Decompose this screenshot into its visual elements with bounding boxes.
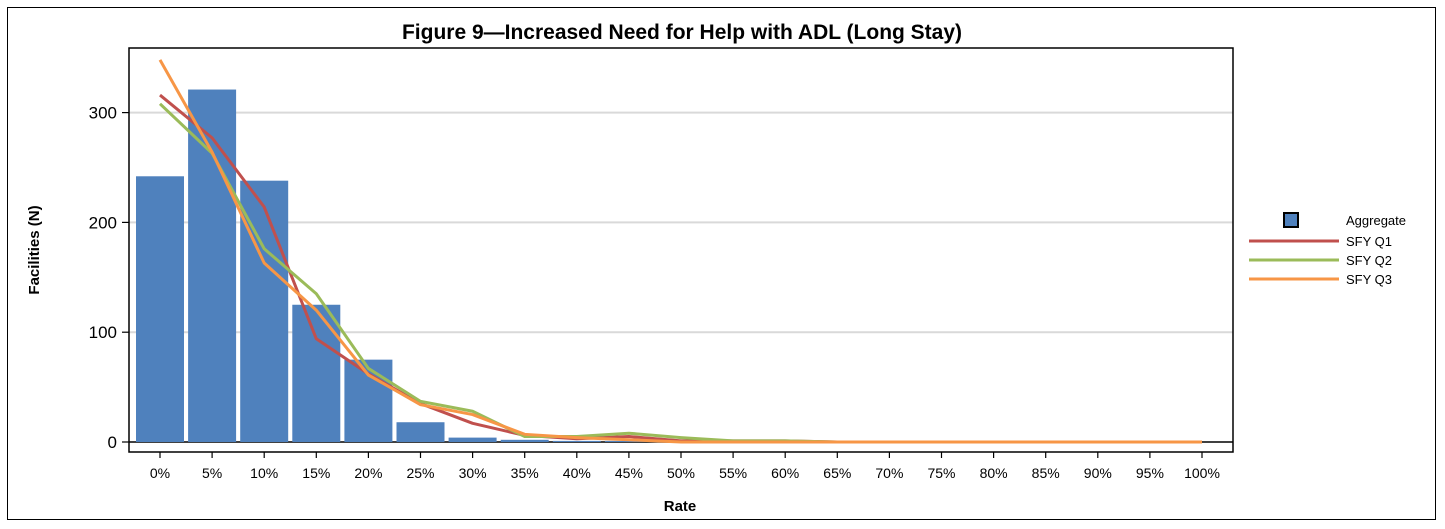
x-tick-label: 20% [354,465,382,481]
series-lines [158,59,1202,444]
legend-label: SFY Q2 [1346,253,1392,268]
legend: Aggregate SFY Q1 SFY Q2 SFY Q3 [1249,212,1406,287]
x-tick-label: 100% [1184,465,1220,481]
x-tick-label: 5% [202,465,222,481]
x-axis-label: Rate [664,498,697,515]
x-tick-label: 80% [980,465,1008,481]
x-tick-label: 65% [823,465,851,481]
y-axis: 0 100 200 300 [89,104,129,452]
x-tick-label: 85% [1032,465,1060,481]
bar [448,437,497,442]
y-tick-label: 300 [89,104,117,123]
bar [604,440,653,442]
chart-title: Figure 9—Increased Need for Help with AD… [402,21,962,44]
x-tick-label: 55% [719,465,747,481]
x-tick-label: 10% [250,465,278,481]
bar [188,89,237,443]
x-tick-label: 75% [927,465,955,481]
x-tick-label: 15% [302,465,330,481]
legend-label: SFY Q1 [1346,234,1392,249]
legend-label: Aggregate [1346,213,1406,228]
bar [240,180,289,442]
x-tick-label: 60% [771,465,799,481]
x-tick-label: 70% [875,465,903,481]
y-tick-label: 200 [89,213,117,232]
y-tick-label: 0 [108,433,117,452]
x-tick-label: 50% [667,465,695,481]
x-tick-label: 90% [1084,465,1112,481]
x-tick-label: 95% [1136,465,1164,481]
x-axis: 0% 5% 10% 15% 20% 25% 30% 35% 40% 45% 50% 55% 60% 65%… [150,452,1220,481]
x-tick-label: 35% [511,465,539,481]
bar [500,439,549,442]
legend-swatch-aggregate [1283,212,1299,228]
series-line [158,59,1202,444]
y-axis-label: Facilities (N) [26,205,43,294]
x-tick-label: 25% [406,465,434,481]
x-tick-label: 0% [150,465,170,481]
legend-label: SFY Q3 [1346,272,1392,287]
bar [552,440,601,442]
x-tick-label: 40% [563,465,591,481]
y-tick-label: 100 [89,323,117,342]
x-tick-label: 30% [459,465,487,481]
bar [292,304,341,442]
bar [396,422,445,442]
bars [136,89,653,443]
bar [136,176,184,442]
bar [344,359,393,442]
x-tick-label: 45% [615,465,643,481]
